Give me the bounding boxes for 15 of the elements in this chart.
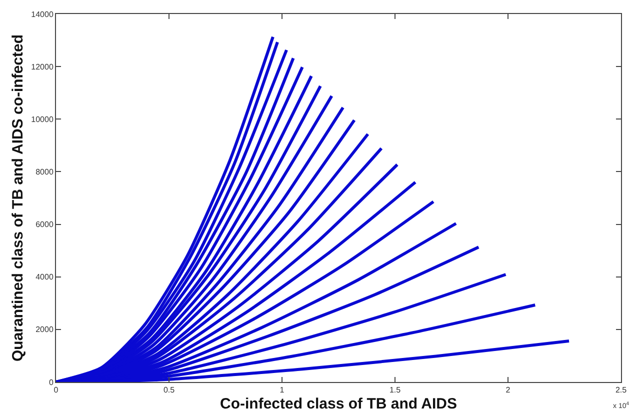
y-tick-label: 0 (48, 378, 54, 387)
y-tick-label: 2000 (36, 325, 54, 334)
x-tick-label: 2 (506, 386, 511, 395)
y-axis-title: Quarantined class of TB and AIDS co-infected (9, 34, 26, 362)
x-tick-label: 0.5 (163, 386, 176, 395)
x-tick-label: 1 (280, 386, 285, 395)
y-tick-label: 14000 (31, 10, 54, 19)
y-tick-label: 4000 (36, 272, 54, 282)
x-tick-label: 1.5 (389, 386, 402, 395)
y-tick-label: 12000 (31, 62, 54, 72)
x-axis-title: Co-infected class of TB and AIDS (220, 396, 457, 413)
y-tick-label: 6000 (36, 220, 54, 230)
y-tick-label: 10000 (31, 114, 54, 124)
x-tick-label: 2.5 (615, 386, 628, 395)
y-tick-label: 8000 (36, 168, 54, 177)
